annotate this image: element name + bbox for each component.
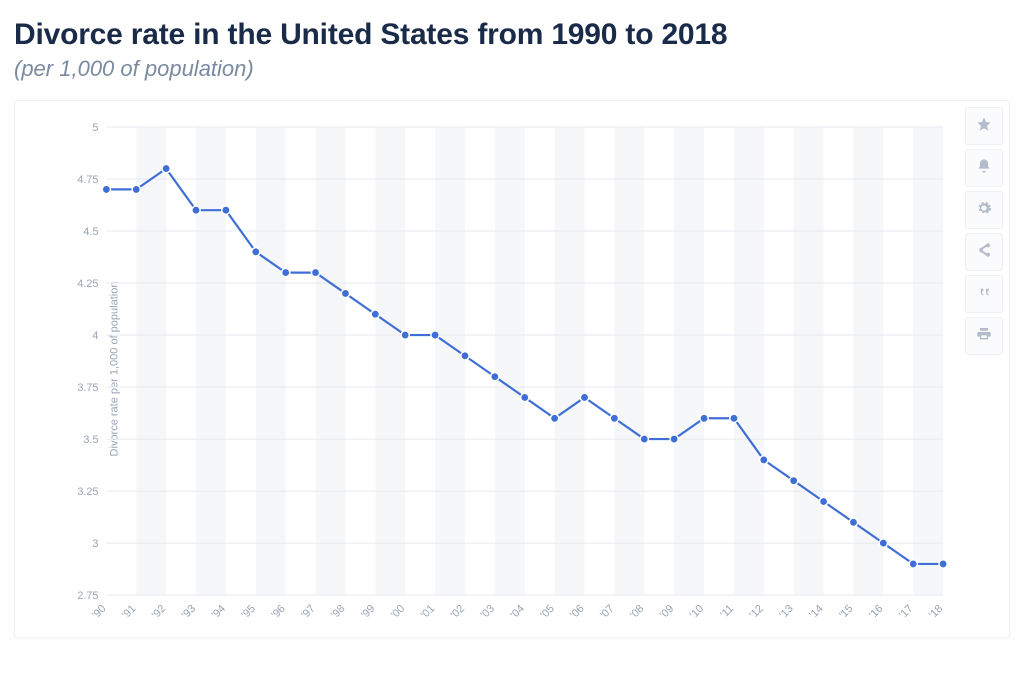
x-tick-label: '95 — [239, 603, 257, 622]
x-tick-label: '01 — [419, 603, 437, 622]
x-tick-label: '16 — [867, 603, 885, 622]
plot-band — [794, 127, 824, 595]
x-tick-label: '10 — [688, 603, 706, 622]
data-point[interactable] — [282, 268, 290, 276]
data-point[interactable] — [222, 206, 230, 214]
plot-band — [256, 127, 286, 595]
data-point[interactable] — [192, 206, 200, 214]
data-point[interactable] — [252, 248, 260, 256]
data-point[interactable] — [610, 414, 618, 422]
cite-button[interactable] — [965, 275, 1003, 313]
plot-band — [734, 127, 764, 595]
data-point[interactable] — [760, 456, 768, 464]
data-point[interactable] — [162, 164, 170, 172]
data-point[interactable] — [879, 539, 887, 547]
star-icon — [976, 116, 992, 137]
print-button[interactable] — [965, 317, 1003, 355]
y-tick-label: 4 — [92, 330, 98, 342]
page-title: Divorce rate in the United States from 1… — [14, 18, 1010, 52]
plot-band — [913, 127, 943, 595]
data-point[interactable] — [461, 352, 469, 360]
y-tick-label: 4.75 — [77, 174, 98, 186]
data-point[interactable] — [640, 435, 648, 443]
gear-icon — [976, 200, 992, 221]
data-point[interactable] — [730, 414, 738, 422]
x-tick-label: '14 — [807, 603, 825, 622]
x-tick-label: '91 — [120, 603, 138, 622]
data-point[interactable] — [550, 414, 558, 422]
data-point[interactable] — [431, 331, 439, 339]
plot-band — [136, 127, 166, 595]
x-tick-label: '93 — [180, 603, 198, 622]
alert-button[interactable] — [965, 149, 1003, 187]
x-tick-label: '17 — [897, 603, 915, 622]
chart-card: Divorce rate per 1,000 of population 2.7… — [14, 100, 1010, 638]
data-point[interactable] — [401, 331, 409, 339]
data-point[interactable] — [670, 435, 678, 443]
data-point[interactable] — [819, 497, 827, 505]
plot-band — [375, 127, 405, 595]
x-tick-label: '12 — [747, 603, 765, 622]
y-tick-label: 4.25 — [77, 278, 98, 290]
data-point[interactable] — [132, 185, 140, 193]
data-point[interactable] — [580, 393, 588, 401]
x-tick-label: '97 — [299, 603, 317, 622]
settings-button[interactable] — [965, 191, 1003, 229]
x-tick-label: '00 — [389, 603, 407, 622]
data-point[interactable] — [491, 372, 499, 380]
data-point[interactable] — [102, 185, 110, 193]
data-point[interactable] — [311, 268, 319, 276]
page-subtitle: (per 1,000 of population) — [14, 56, 1010, 82]
plot-band — [614, 127, 644, 595]
x-tick-label: '90 — [90, 603, 108, 622]
y-tick-label: 3.5 — [83, 434, 98, 446]
plot-band — [435, 127, 465, 595]
plot-band — [316, 127, 346, 595]
favorite-button[interactable] — [965, 107, 1003, 145]
x-tick-label: '13 — [777, 603, 795, 622]
x-tick-label: '09 — [658, 603, 676, 622]
share-button[interactable] — [965, 233, 1003, 271]
x-tick-label: '94 — [210, 603, 228, 622]
data-point[interactable] — [371, 310, 379, 318]
data-point[interactable] — [790, 477, 798, 485]
x-tick-label: '99 — [359, 603, 377, 622]
bell-icon — [976, 158, 992, 179]
plot-band — [495, 127, 525, 595]
x-tick-label: '03 — [479, 603, 497, 622]
plot-band — [196, 127, 226, 595]
data-point[interactable] — [700, 414, 708, 422]
data-point[interactable] — [909, 560, 917, 568]
data-point[interactable] — [521, 393, 529, 401]
line-chart: 2.75 3 3.25 3.5 3.75 4 4.25 4.5 4.75 5 '90 '91 '92 '9… — [59, 117, 951, 631]
y-tick-label: 3.25 — [77, 486, 98, 498]
x-tick-label: '11 — [718, 603, 736, 621]
plot-band — [555, 127, 585, 595]
y-tick-label: 4.5 — [83, 226, 98, 238]
y-tick-label: 5 — [92, 122, 98, 134]
x-tick-label: '07 — [598, 603, 616, 622]
chart-canvas-wrap: 2.75 3 3.25 3.5 3.75 4 4.25 4.5 4.75 5 '90 '91 '92 '9… — [59, 117, 951, 631]
y-tick-label: 3 — [92, 538, 98, 550]
print-icon — [976, 326, 992, 347]
data-point[interactable] — [849, 518, 857, 526]
y-tick-label: 2.75 — [77, 590, 98, 602]
plot-band — [674, 127, 704, 595]
x-tick-label: '04 — [508, 603, 526, 622]
x-tick-label: '98 — [329, 603, 347, 622]
y-tick-label: 3.75 — [77, 382, 98, 394]
x-tick-label: '05 — [538, 603, 556, 622]
x-tick-label: '96 — [269, 603, 287, 622]
x-tick-label: '92 — [150, 603, 168, 622]
data-point[interactable] — [939, 560, 947, 568]
x-tick-label: '15 — [837, 603, 855, 622]
x-tick-label: '08 — [628, 603, 646, 622]
x-tick-label: '06 — [568, 603, 586, 622]
data-point[interactable] — [341, 289, 349, 297]
x-tick-label: '02 — [449, 603, 467, 622]
quote-icon — [976, 284, 992, 305]
share-icon — [976, 242, 992, 263]
x-tick-label: '18 — [927, 603, 945, 622]
chart-toolbar — [965, 107, 1003, 355]
